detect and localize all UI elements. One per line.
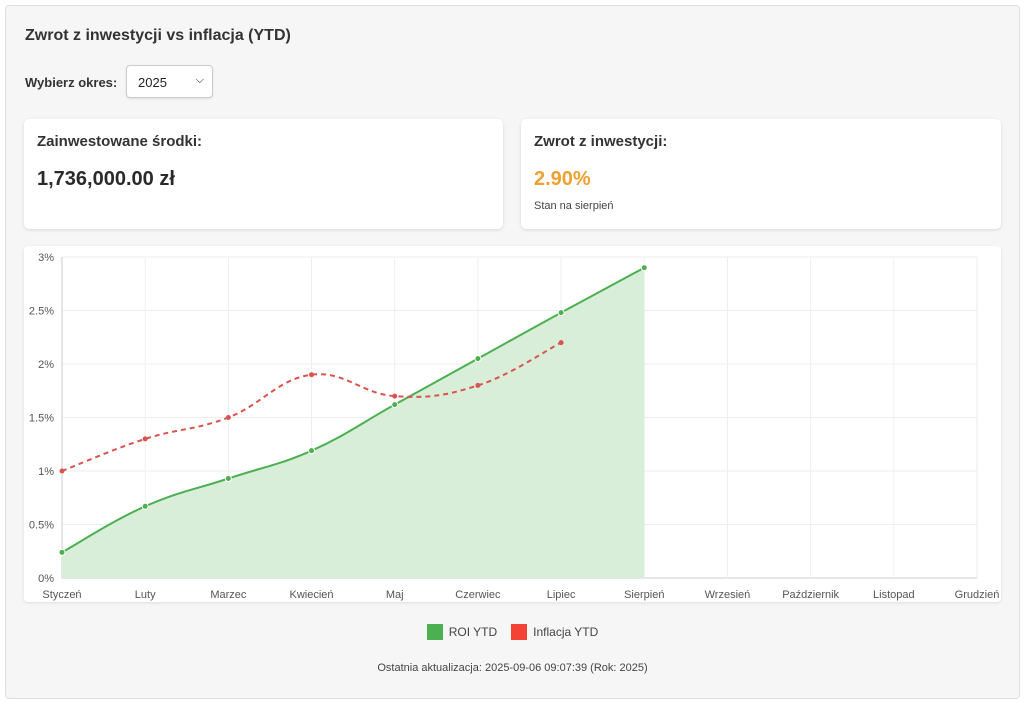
y-tick-label: 2%	[38, 359, 54, 371]
legend-roi-label: ROI YTD	[448, 625, 498, 639]
x-tick-label: Wrzesień	[705, 589, 751, 601]
roi-line	[61, 266, 645, 554]
period-select-value: 2025	[138, 75, 167, 90]
roi-area	[62, 267, 645, 578]
panel-title: Zwrot z inwestycji vs inflacja (YTD)	[25, 27, 291, 44]
y-tick-label: 3%	[38, 252, 54, 264]
roi-point	[58, 548, 66, 556]
y-tick-label: 1.5%	[29, 413, 54, 425]
legend-swatch-roi	[426, 624, 443, 640]
inflation-point	[59, 468, 65, 474]
last-update: Ostatnia aktualizacja: 2025-09-06 09:07:…	[377, 662, 648, 674]
roi-point	[640, 264, 648, 272]
invested-value: 1,736,000.00 zł	[37, 168, 175, 190]
inflation-point	[309, 372, 315, 378]
roi-note: Stan na sierpień	[534, 200, 614, 212]
legend-inflation-label: Inflacja YTD	[533, 625, 599, 639]
roi-point	[224, 474, 232, 482]
x-tick-label: Marzec	[210, 589, 247, 601]
chart-legend: ROI YTD Inflacja YTD	[6, 624, 1019, 640]
invested-card: Zainwestowane środki: 1,736,000.00 zł	[24, 119, 503, 229]
roi-inflation-chart: 0% 0.5% 1% 1.5% 2% 2.5% 3% Styczeń Luty Marzec Kwi…	[29, 252, 1000, 601]
roi-card: Zwrot z inwestycji: 2.90% Stan na sierpi…	[521, 119, 1001, 229]
period-select[interactable]: 2025 ⌵	[126, 65, 213, 98]
x-tick-label: Kwiecień	[290, 589, 334, 601]
invested-label: Zainwestowane środki:	[37, 133, 203, 150]
roi-point	[474, 355, 482, 363]
roi-point	[308, 447, 316, 455]
roi-point	[391, 401, 399, 409]
roi-label: Zwrot z inwestycji:	[534, 133, 668, 150]
roi-point	[557, 309, 565, 317]
roi-panel: Zwrot z inwestycji vs inflacja (YTD) Wyb…	[5, 5, 1020, 699]
roi-point	[141, 502, 149, 510]
period-label: Wybierz okres:	[25, 75, 118, 90]
x-tick-label: Czerwiec	[455, 589, 501, 601]
x-tick-label: Styczeń	[42, 589, 81, 601]
x-tick-label: Październik	[782, 589, 839, 601]
chevron-down-icon: ⌵	[195, 74, 204, 86]
y-tick-label: 0.5%	[29, 520, 54, 532]
legend-roi[interactable]: ROI YTD	[426, 624, 498, 640]
roi-value: 2.90%	[534, 168, 591, 190]
inflation-point	[225, 415, 231, 420]
x-tick-label: Luty	[135, 589, 156, 601]
y-tick-label: 0%	[38, 573, 54, 585]
inflation-point	[475, 382, 481, 388]
x-tick-label: Sierpień	[624, 589, 664, 601]
legend-swatch-inflation	[511, 624, 528, 640]
inflation-point	[558, 340, 564, 346]
x-tick-label: Listopad	[873, 589, 915, 601]
x-tick-label: Grudzień	[955, 589, 1000, 601]
x-tick-label: Lipiec	[547, 589, 576, 601]
legend-inflation[interactable]: Inflacja YTD	[511, 624, 598, 640]
y-tick-label: 2.5%	[29, 306, 54, 318]
inflation-point	[392, 393, 398, 399]
inflation-point	[142, 436, 148, 442]
x-tick-label: Maj	[386, 589, 404, 601]
y-tick-label: 1%	[38, 466, 54, 478]
